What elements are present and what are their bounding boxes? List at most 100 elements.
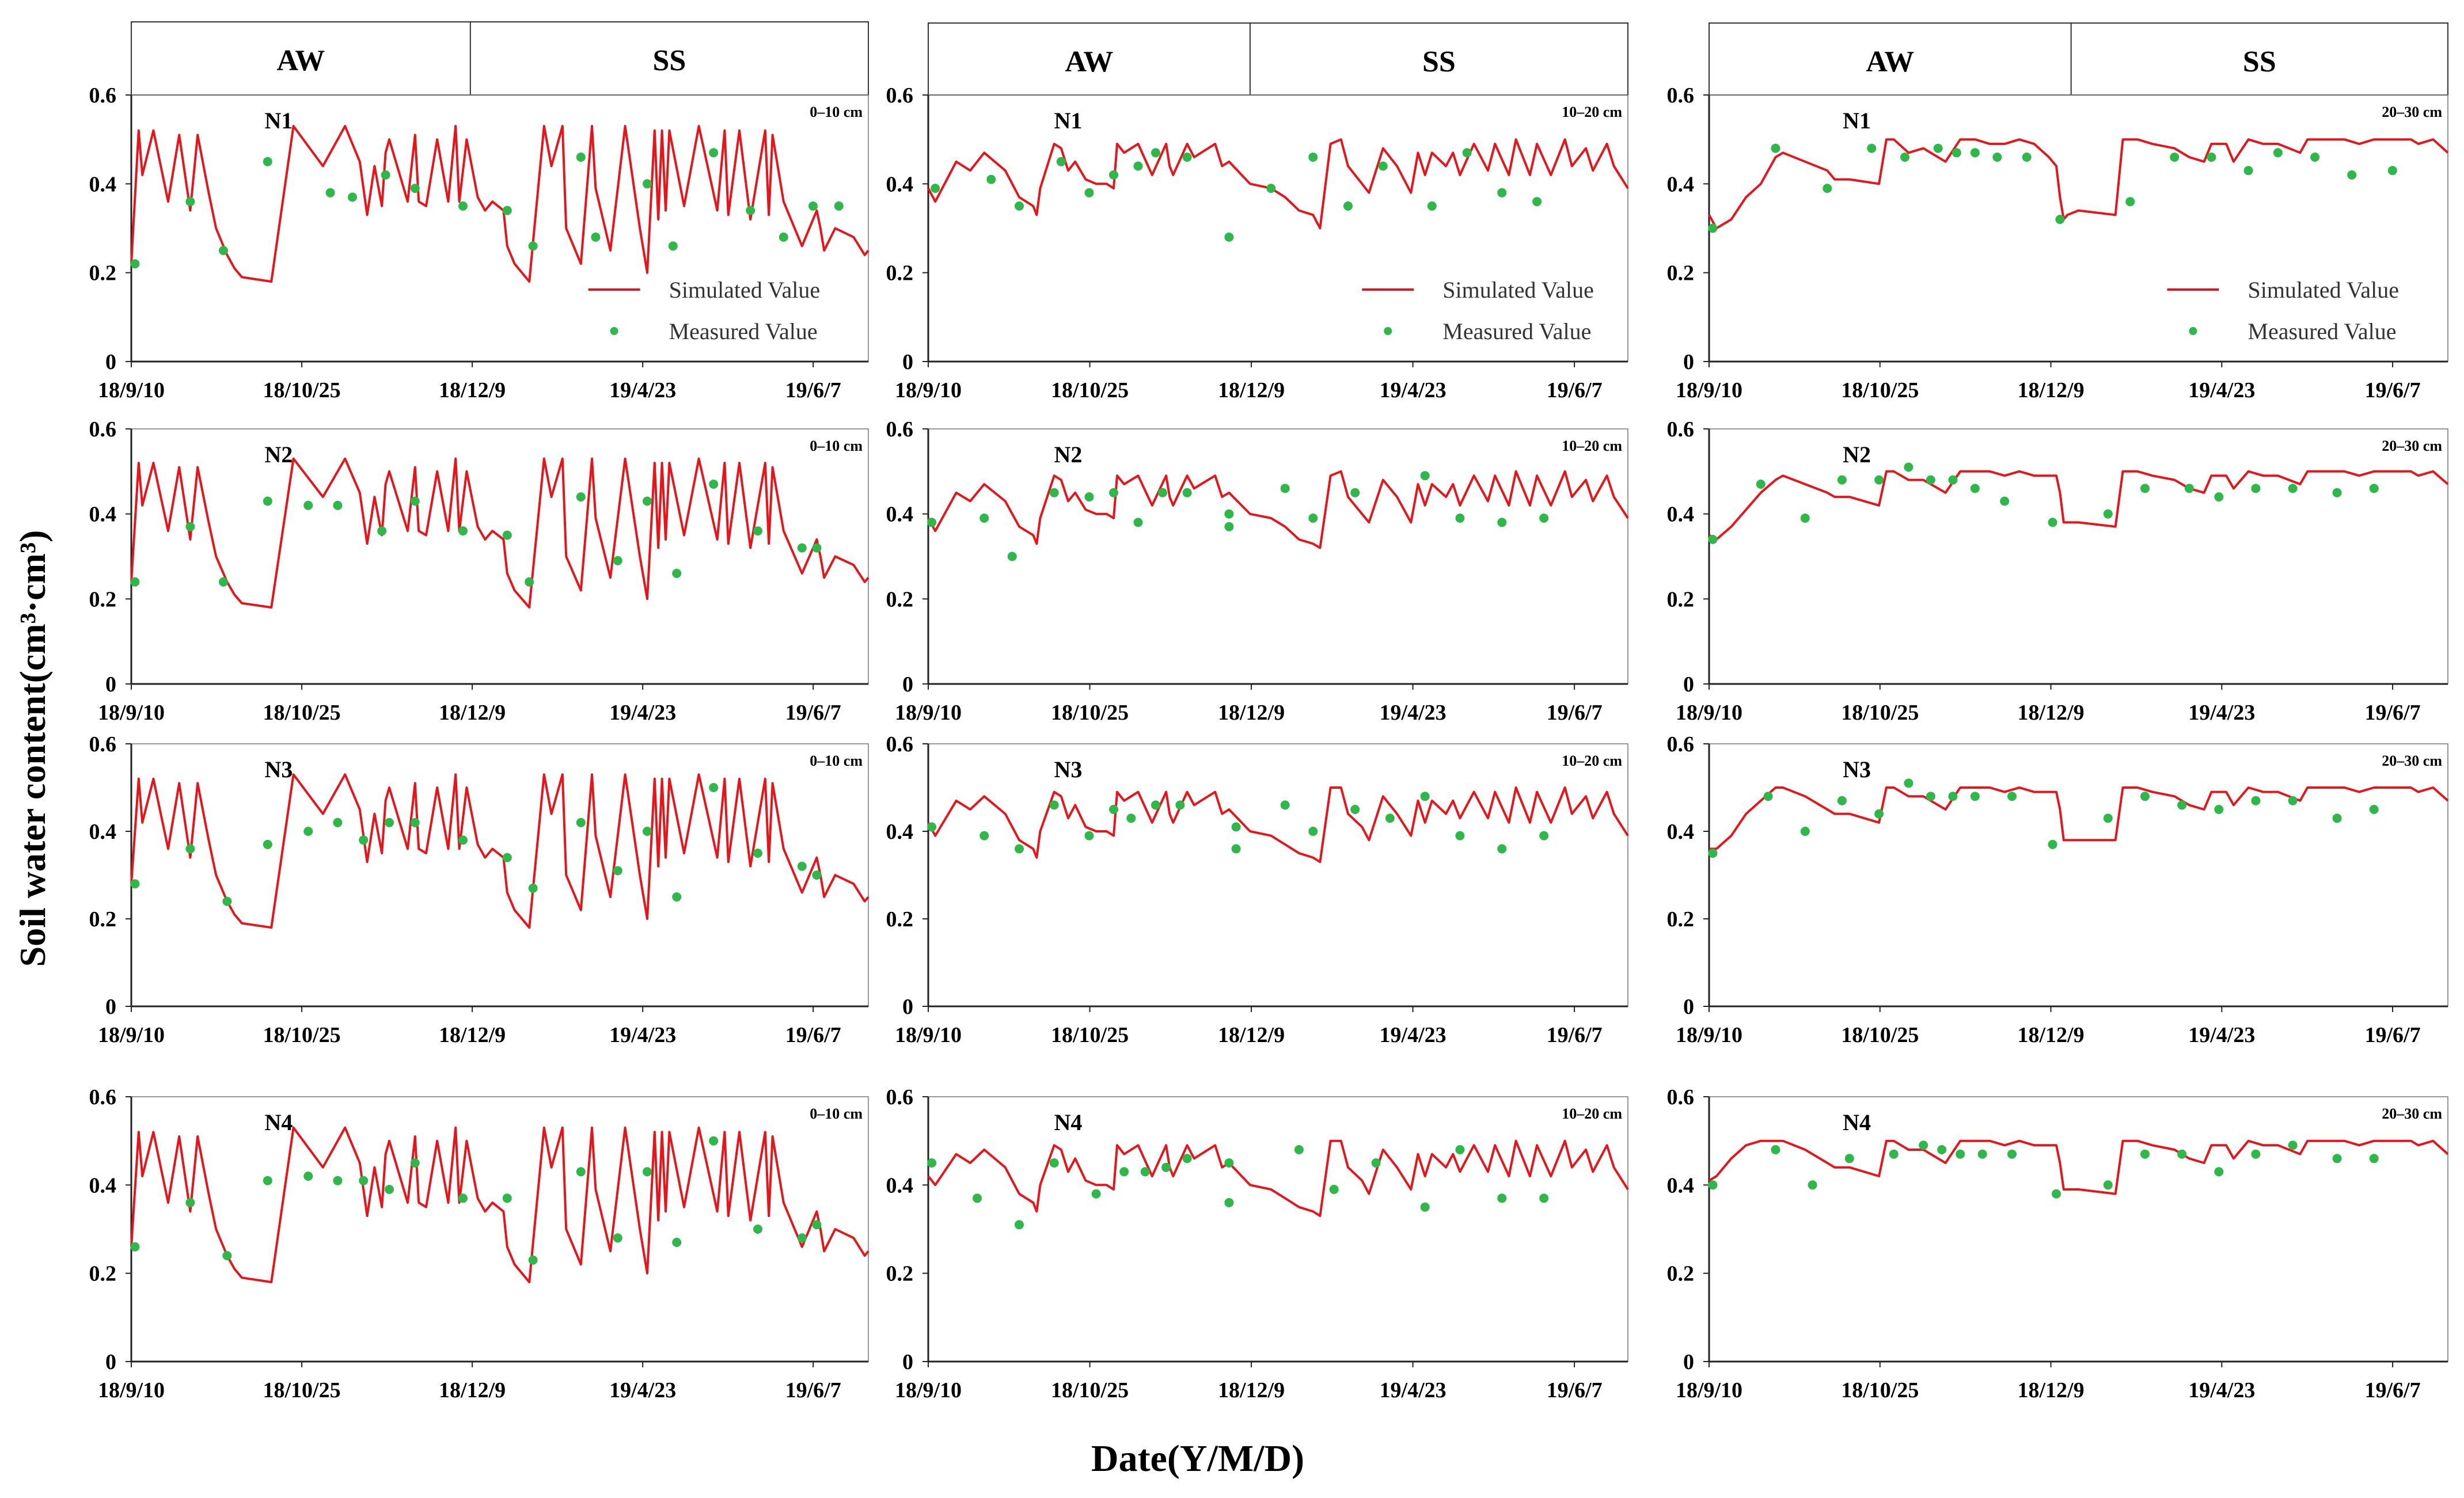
measured-point [1280,484,1290,493]
measured-point [1109,488,1118,497]
measured-point [1140,1167,1150,1177]
measured-point [458,201,468,211]
measured-point [1948,475,1958,485]
x-tick-label: 18/10/25 [1841,1023,1919,1047]
measured-point [2140,792,2150,801]
measured-point [2103,509,2113,519]
season-label-aw: AW [1065,45,1114,78]
x-axis-title: Date(Y/M/D) [1091,1438,1304,1480]
measured-point [410,818,420,827]
measured-point [1497,518,1507,527]
measured-point [2243,166,2253,176]
y-tick-label: 0.2 [1667,907,1695,932]
x-tick-label: 18/10/25 [263,1023,340,1047]
measured-point [1497,844,1507,854]
x-tick-label: 19/6/7 [1547,1023,1603,1047]
y-tick-label: 0.2 [89,261,117,286]
y-tick-label: 0.4 [1667,820,1695,844]
measured-point [1539,831,1549,841]
measured-point [668,241,678,251]
measured-point [1539,1193,1549,1203]
measured-point [979,831,989,841]
measured-point [927,518,937,527]
x-tick-label: 19/6/7 [2365,378,2421,402]
y-tick-label: 0.4 [1667,503,1695,527]
measured-point [1970,484,1980,493]
x-tick-label: 19/4/23 [2188,701,2255,725]
measured-point [1133,161,1143,171]
measured-point [1151,800,1160,810]
measured-point [1056,157,1066,166]
measured-point [931,184,940,193]
season-header-2: AW SS [928,22,1628,96]
y-tick-label: 0 [1683,1350,1694,1374]
x-tick-label: 18/12/9 [2017,701,2084,725]
measured-point [746,206,755,215]
depth-label: 0–10 cm [810,438,863,454]
measured-point [1109,170,1118,180]
measured-point [2251,484,2261,493]
x-tick-label: 18/10/25 [1841,1378,1919,1402]
measured-point [1224,1198,1234,1207]
measured-point [1956,1149,1965,1159]
measured-point [1874,809,1884,819]
season-header-box [1709,22,2448,96]
measured-point [1771,1145,1780,1154]
plot-frame [1709,428,2448,685]
measured-point [2048,839,2057,849]
simulated-series-line [1708,470,2449,541]
measured-point [525,577,534,587]
measured-point [1756,480,1766,489]
season-header-1: AW SS [131,21,869,96]
measured-point [2347,170,2357,180]
measured-point [263,1176,272,1185]
measured-point [1497,188,1507,197]
measured-point [1948,792,1958,801]
measured-point [1182,488,1192,497]
measured-point [130,1242,140,1252]
x-tick-label: 18/12/9 [439,701,506,725]
simulated-series-line [927,786,1629,864]
measured-point [1800,827,1810,836]
panel-title: N1 [265,108,293,134]
measured-point [219,577,228,587]
season-label-aw: AW [277,44,325,77]
y-tick-label: 0.2 [886,261,914,286]
simulated-series-line [927,138,1629,230]
panel-title: N3 [1843,756,1871,782]
measured-point [1867,143,1877,153]
panel-title: N4 [1843,1109,1871,1135]
x-tick-label: 18/9/10 [1676,378,1742,402]
measured-point [613,1233,622,1243]
x-tick-label: 18/10/25 [1051,1378,1129,1402]
measured-point [709,480,719,489]
x-tick-label: 18/10/25 [1051,1023,1129,1047]
measured-point [2332,813,2342,823]
legend-measured-label: Measured Value [1442,318,1591,344]
measured-point [2251,796,2261,805]
panel-n2-3: 0 0.2 0.4 0.6 18/9/10 18/10/25 18/12/9 19/4/23 1… [1667,417,2449,725]
measured-point [1091,1189,1101,1199]
measured-point [576,492,586,502]
y-tick-label: 0.4 [886,820,914,844]
measured-point [1329,1185,1339,1194]
measured-point [1280,800,1290,810]
x-tick-label: 18/12/9 [2017,1378,2084,1402]
measured-point [1350,805,1360,814]
x-tick-label: 18/10/25 [263,378,340,402]
x-tick-label: 19/6/7 [785,701,841,725]
measured-point [1308,153,1318,162]
y-tick-label: 0 [902,350,913,374]
measured-point [834,201,844,211]
measured-point [1224,1158,1234,1168]
simulated-series-line [130,457,870,609]
simulated-series-line [130,1126,870,1283]
panel-n1-1: 0 0.2 0.4 0.6 18/9/10 18/10/25 18/12/9 19/4/23 1… [89,83,870,402]
measured-point [1926,792,1935,801]
measured-point [2214,1167,2224,1177]
x-tick-label: 18/12/9 [439,1023,506,1047]
y-tick-label: 0 [902,672,913,697]
measured-point [325,188,335,197]
measured-point [1539,514,1549,523]
measured-point [1182,1154,1192,1164]
